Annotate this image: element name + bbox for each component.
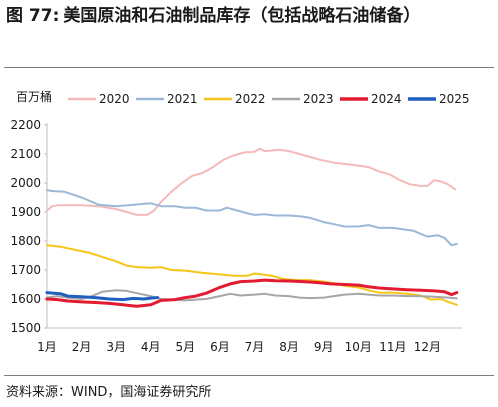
x-tick-label: 6月 [210,340,230,354]
x-tick-label: 5月 [176,340,196,354]
y-tick-label: 2000 [10,176,41,190]
x-tick-label: 1月 [37,340,57,354]
axes: 1500 1600 1700 1800 1900 2000 2100 2200 1月 2月 3月 4月… [10,118,462,354]
y-tick-label: 1500 [10,321,41,335]
bottom-rule [4,375,494,376]
series-line-2025 [45,291,160,302]
x-tick-label: 12月 [414,340,441,354]
x-tick-label: 7月 [245,340,265,354]
x-tick-label: 4月 [141,340,161,354]
x-tick-label: 2月 [72,340,92,354]
figure-title-text: 美国原油和石油制品库存（包括战略石油储备） [63,6,421,26]
y-tick-label: 1800 [10,234,41,248]
source-note: 资料来源：WIND，国海证券研究所 [6,385,212,400]
legend: 2020 2021 2022 2023 2024 2025 [68,92,470,106]
legend-label-2023: 2023 [303,92,334,106]
legend-label-2022: 2022 [235,92,266,106]
series-line-2022 [46,244,458,306]
series-line-2023 [46,289,458,302]
y-tick-label: 1600 [10,292,41,306]
inventory-line-chart: 百万桶 2020 2021 2022 2023 2024 2025 1500 1600 170… [10,89,470,354]
y-tick-label: 1700 [10,263,41,277]
plot-area [45,147,459,308]
series-line-2021 [46,189,458,247]
x-tick-label: 3月 [106,340,126,354]
series-line-2024 [45,278,459,308]
x-tick-label: 8月 [279,340,299,354]
y-tick-label: 2200 [10,118,41,132]
legend-label-2025: 2025 [439,92,470,106]
y-axis-label: 百万桶 [16,89,52,104]
figure-number: 图 77: [6,6,60,26]
y-tick-label: 2100 [10,147,41,161]
top-rule [4,67,494,68]
legend-label-2024: 2024 [371,92,402,106]
legend-label-2020: 2020 [99,92,130,106]
x-tick-label: 9月 [314,340,334,354]
x-tick-label: 10月 [345,340,372,354]
series-line-2020 [46,147,457,216]
x-tick-label: 11月 [379,340,406,354]
figure-title: 图 77: 美国原油和石油制品库存（包括战略石油储备） [6,4,492,29]
y-tick-label: 1900 [10,205,41,219]
legend-label-2021: 2021 [167,92,198,106]
